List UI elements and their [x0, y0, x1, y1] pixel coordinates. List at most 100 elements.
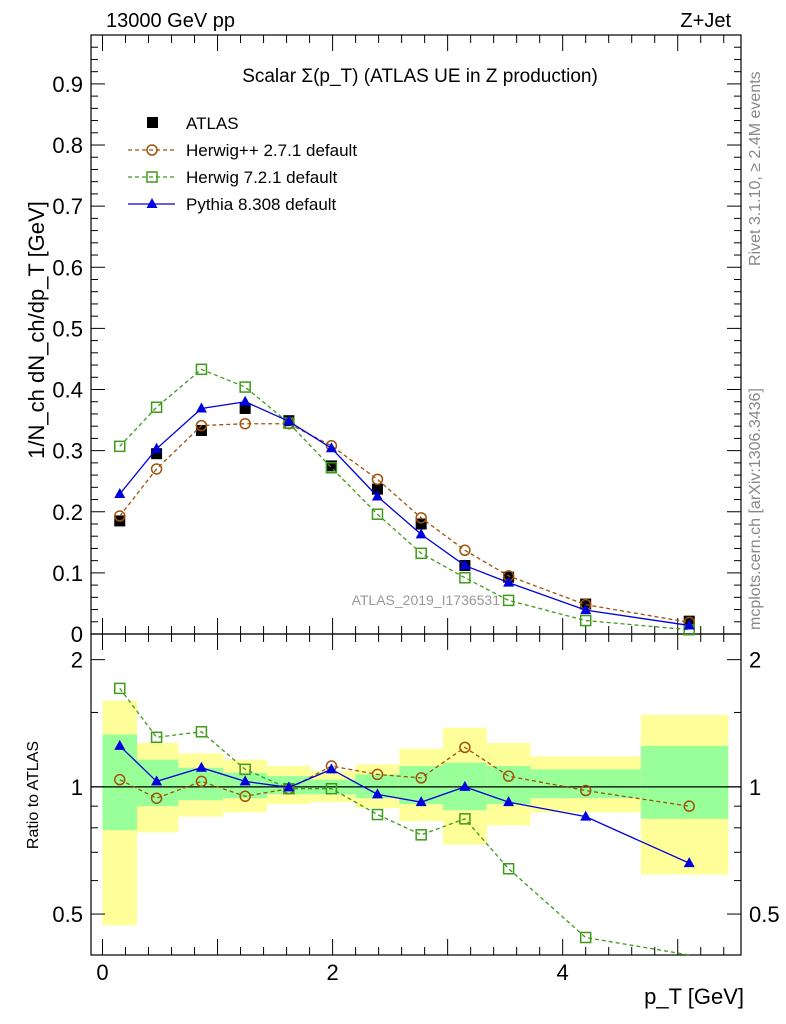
ratio-y-tick-label-right: 2 — [749, 648, 761, 673]
ratio-series-point — [415, 796, 427, 807]
ratio-series-point — [325, 763, 337, 774]
legend: ATLAS Herwig++ 2.7.1 default Herwig 7.2.… — [128, 114, 357, 214]
ratio-series-point — [283, 781, 295, 792]
series-line — [119, 368, 690, 631]
atlas-data-point — [371, 483, 383, 495]
ratio-series-point — [683, 857, 695, 868]
atlas-data-point — [239, 402, 251, 414]
y-axis-label: 1/N_ch dN_ch/dp_T [GeV] — [24, 201, 49, 459]
ratio-series-point — [683, 800, 695, 812]
watermark: ATLAS_2019_I1736531 — [352, 592, 501, 608]
ratio-series-point — [579, 931, 592, 944]
y-tick-label: 0.6 — [52, 255, 83, 280]
ratio-series-point — [459, 813, 471, 825]
series-point — [114, 510, 126, 522]
series-point — [459, 572, 471, 584]
series-point — [239, 381, 251, 393]
ratio-y-tick-label: 1 — [71, 775, 83, 800]
atlas-data-point — [415, 518, 427, 530]
series-point — [239, 417, 251, 430]
ratio-series-point — [459, 741, 471, 754]
ratio-series-point — [150, 731, 163, 744]
ratio-series-point — [239, 775, 251, 786]
ratio-series-point — [502, 770, 515, 782]
atlas-data-point — [325, 460, 337, 472]
series-point — [415, 512, 427, 524]
ratio-series-point — [114, 773, 126, 786]
y-tick-label: 0.8 — [52, 133, 83, 158]
legend-label-pythia: Pythia 8.308 default — [186, 195, 337, 214]
series-point — [150, 401, 163, 413]
legend-label-herwig7: Herwig 7.2.1 default — [186, 168, 337, 187]
ratio-series-point — [195, 775, 208, 788]
legend-marker-pythia — [146, 198, 158, 208]
y-tick-label: 0.2 — [52, 500, 83, 525]
x-axis-label: p_T [GeV] — [644, 984, 744, 1009]
series-point — [325, 442, 337, 453]
legend-label-herwigpp: Herwig++ 2.7.1 default — [186, 141, 357, 160]
series-line — [119, 401, 690, 627]
legend-marker-herwigpp — [146, 144, 158, 156]
series-point — [195, 363, 208, 376]
ratio-y-axis-label: Ratio to ATLAS — [25, 741, 42, 849]
atlas-data-point — [151, 448, 163, 460]
header-left: 13000 GeV pp — [106, 10, 235, 32]
ratio-series-point — [114, 682, 126, 695]
ratio-y-tick-label-right: 0.5 — [749, 902, 780, 927]
ratio-series-group — [114, 682, 695, 956]
y-tick-label: 0.4 — [52, 378, 83, 403]
series-point — [195, 402, 207, 413]
ratio-series-point — [150, 792, 163, 804]
ratio-series-point — [151, 775, 163, 786]
x-tick-label: 0 — [96, 960, 108, 985]
series-point — [150, 463, 163, 475]
legend-label-atlas: ATLAS — [186, 114, 239, 133]
series-point — [415, 528, 427, 539]
series-point — [283, 415, 295, 426]
main-series-group — [114, 363, 695, 636]
ratio-series-point — [371, 768, 384, 781]
ratio-series-point — [503, 796, 515, 807]
ratio-series-point — [502, 862, 515, 875]
ratio-band-green — [102, 734, 138, 831]
ratio-y-tick-label: 0.5 — [52, 902, 83, 927]
main-panel: 0 0.1 0.2 0.3 0.4 0.5 0.6 0.7 0.8 0.9 — [52, 34, 742, 647]
series-point — [195, 419, 208, 432]
legend-marker-atlas — [147, 117, 158, 128]
series-point — [114, 440, 126, 453]
ratio-series-line — [119, 745, 690, 864]
series-point — [239, 395, 251, 406]
ratio-series-line — [119, 746, 690, 807]
legend-marker-herwig7 — [146, 171, 158, 183]
series-point — [371, 473, 384, 486]
series-point — [580, 604, 592, 615]
series-point — [415, 547, 427, 560]
series-point — [502, 594, 515, 607]
series-point — [459, 559, 471, 570]
y-tick-label: 0.7 — [52, 194, 83, 219]
series-point — [325, 461, 338, 474]
series-point — [371, 508, 384, 520]
y-tick-label: 0 — [71, 622, 83, 647]
ratio-series-point — [415, 772, 427, 784]
y-tick-label: 0.3 — [52, 439, 83, 464]
ratio-y-tick-label-right: 1 — [749, 775, 761, 800]
y-tick-label: 0.9 — [52, 72, 83, 97]
ratio-series-line — [119, 688, 690, 956]
y-tick-label: 0.5 — [52, 316, 83, 341]
x-tick-label: 4 — [557, 960, 569, 985]
ratio-series-point — [580, 810, 592, 821]
ratio-series-point — [195, 761, 207, 772]
chart-title: Scalar Σ(p_T) (ATLAS UE in Z production) — [242, 66, 598, 87]
ratio-series-point — [459, 780, 471, 791]
ratio-series-point — [371, 808, 384, 821]
atlas-data-point — [580, 598, 592, 610]
series-point — [503, 576, 515, 587]
series-point — [371, 490, 383, 501]
ratio-series-point — [579, 784, 592, 797]
ratio-series-point — [114, 739, 126, 750]
series-point — [114, 488, 126, 499]
header-right: Z+Jet — [680, 10, 731, 32]
ratio-series-point — [325, 782, 338, 795]
